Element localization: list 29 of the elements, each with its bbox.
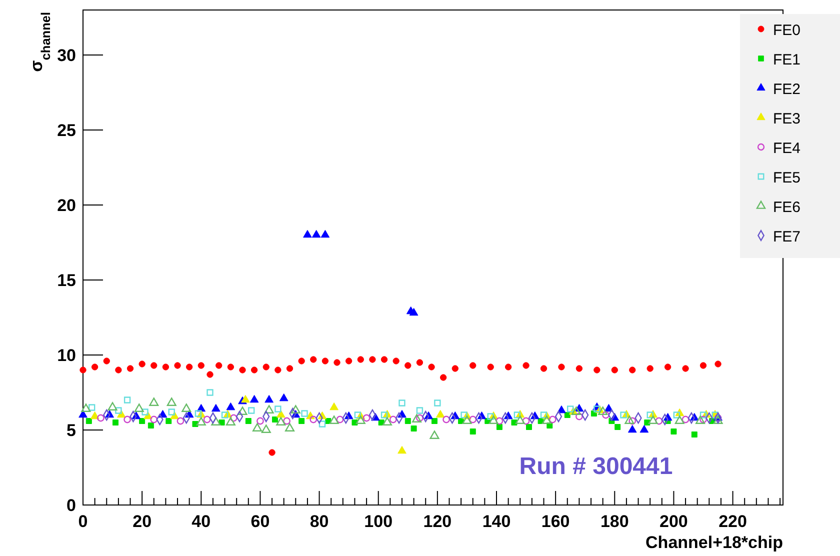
legend-label: FE5 — [773, 170, 801, 186]
y-tick-label: 10 — [57, 346, 76, 365]
x-tick-label: 200 — [660, 512, 688, 531]
y-tick-label: 25 — [57, 121, 76, 140]
annotation: Run # 300441 — [519, 453, 673, 480]
legend-label: FE1 — [773, 52, 801, 68]
y-tick-label: 15 — [57, 271, 76, 290]
y-tick-label: 0 — [66, 496, 76, 515]
x-tick-label: 120 — [423, 512, 452, 531]
legend-label: FE7 — [773, 228, 801, 246]
x-tick-label: 0 — [78, 512, 88, 531]
x-tick-label: 180 — [600, 512, 629, 531]
legend-label: FE0 — [773, 22, 801, 39]
x-tick-label: 40 — [192, 512, 211, 531]
x-tick-label: 80 — [310, 512, 329, 531]
y-tick-label: 20 — [57, 196, 76, 215]
x-tick-label: 100 — [364, 512, 393, 531]
x-tick-label: 140 — [482, 512, 511, 531]
legend-label: FE3 — [773, 110, 801, 128]
x-tick-label: 160 — [541, 512, 570, 531]
legend-label: FE2 — [773, 81, 801, 98]
legend-label: FE6 — [773, 199, 801, 216]
y-tick-label: 30 — [57, 46, 76, 65]
x-tick-label: 60 — [250, 512, 270, 531]
x-tick-label: 220 — [718, 512, 747, 531]
legend-label: FE4 — [773, 140, 801, 157]
y-tick-label: 5 — [66, 421, 76, 440]
x-tick-label: 20 — [132, 512, 152, 531]
x-axis-title: Channel+18*chip — [646, 533, 783, 552]
